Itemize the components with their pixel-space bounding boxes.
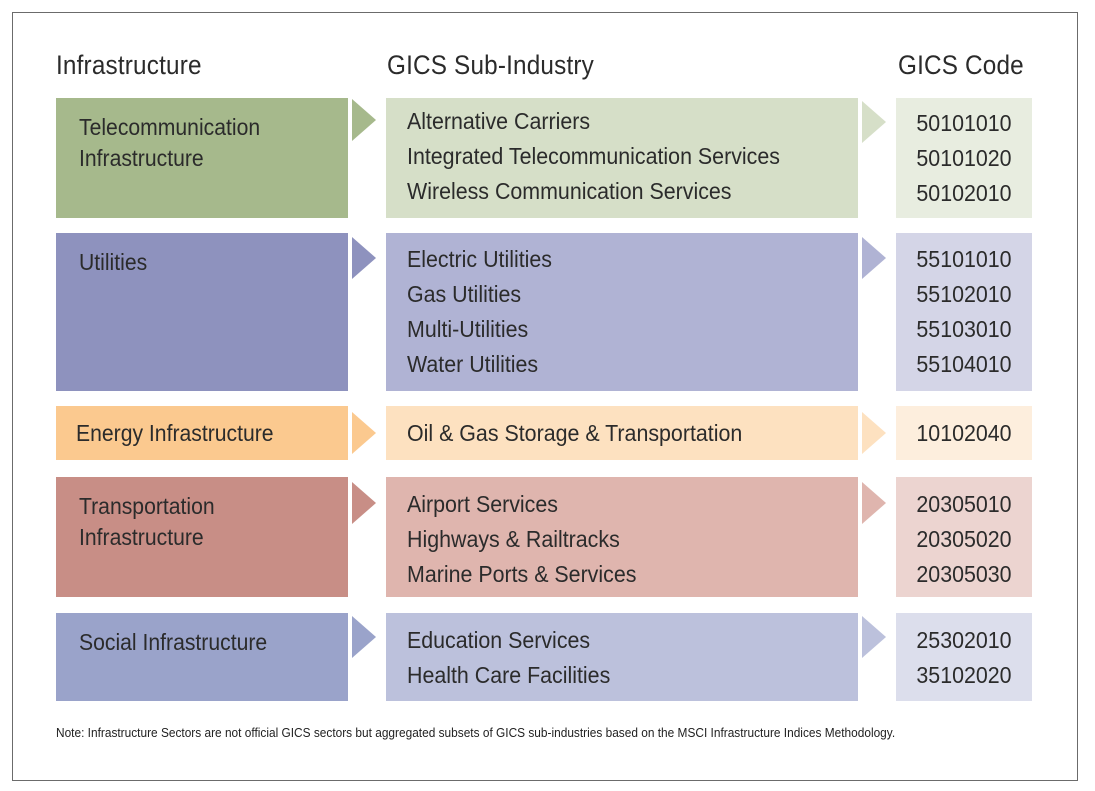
gics-code: 55104010 (916, 351, 1012, 377)
sector-label-line: Telecommunication (79, 114, 261, 140)
arrow-sector-to-sub (352, 237, 376, 279)
sector-row-transportation: Transportation Infrastructure Airport Se… (0, 477, 1095, 597)
sub-industry-item: Integrated Telecommunication Services (407, 143, 780, 169)
sector-label: Transportation Infrastructure (79, 491, 215, 553)
gics-code: 35102020 (916, 662, 1012, 688)
sector-label-line: Transportation (79, 493, 215, 519)
sector-label-line: Social Infrastructure (79, 629, 268, 655)
sector-box: Telecommunication Infrastructure (56, 98, 348, 218)
arrow-sub-to-code (862, 237, 886, 279)
gics-code: 55102010 (916, 281, 1012, 307)
gics-code: 20305020 (916, 526, 1012, 552)
sub-industry-item: Oil & Gas Storage & Transportation (407, 420, 743, 446)
sub-industry-item: Highways & Railtracks (407, 526, 620, 552)
sector-label-line: Utilities (79, 249, 148, 275)
arrow-sector-to-sub (352, 412, 376, 454)
gics-code: 10102040 (916, 420, 1012, 446)
gics-code: 55101010 (916, 246, 1012, 272)
sub-industry-item: Gas Utilities (407, 281, 522, 307)
sector-row-social: Social Infrastructure Education Services… (0, 613, 1095, 701)
code-box: 25302010 35102020 (896, 613, 1032, 701)
sector-label-line: Infrastructure (79, 145, 204, 171)
sector-label-line: Infrastructure (79, 524, 204, 550)
arrow-sub-to-code (862, 412, 886, 454)
arrow-sector-to-sub (352, 616, 376, 658)
sub-industry-item: Wireless Communication Services (407, 178, 732, 204)
sub-industry-box: Alternative Carriers Integrated Telecomm… (386, 98, 858, 218)
code-box: 10102040 (896, 406, 1032, 460)
arrow-sub-to-code (862, 101, 886, 143)
header-gics-sub-industry: GICS Sub-Industry (387, 50, 594, 80)
gics-code: 20305010 (916, 491, 1012, 517)
footnote: Note: Infrastructure Sectors are not off… (56, 726, 896, 740)
arrow-sector-to-sub (352, 482, 376, 524)
sub-industry-item: Airport Services (407, 491, 558, 517)
sector-box: Social Infrastructure (56, 613, 348, 701)
gics-code: 25302010 (916, 627, 1012, 653)
gics-code: 20305030 (916, 561, 1012, 587)
sector-label-line: Energy Infrastructure (76, 420, 274, 446)
gics-code: 50102010 (916, 180, 1012, 206)
sub-industry-item: Marine Ports & Services (407, 561, 637, 587)
arrow-sub-to-code (862, 482, 886, 524)
arrow-sector-to-sub (352, 99, 376, 141)
sub-industry-item: Alternative Carriers (407, 108, 591, 134)
sub-industry-item: Education Services (407, 627, 591, 653)
code-box: 50101010 50101020 50102010 (896, 98, 1032, 218)
header-infrastructure: Infrastructure (56, 50, 202, 80)
sector-box: Transportation Infrastructure (56, 477, 348, 597)
sector-row-energy: Energy Infrastructure Oil & Gas Storage … (0, 406, 1095, 460)
sector-box: Utilities (56, 233, 348, 391)
sector-label: Telecommunication Infrastructure (79, 112, 260, 174)
diagram-frame (12, 12, 1078, 781)
sector-label: Energy Infrastructure (76, 418, 274, 449)
sub-industry-box: Oil & Gas Storage & Transportation (386, 406, 858, 460)
code-box: 55101010 55102010 55103010 55104010 (896, 233, 1032, 391)
sub-industry-box: Airport Services Highways & Railtracks M… (386, 477, 858, 597)
sub-industry-item: Health Care Facilities (407, 662, 611, 688)
sub-industry-item: Water Utilities (407, 351, 539, 377)
gics-code: 50101020 (916, 145, 1012, 171)
sector-box: Energy Infrastructure (56, 406, 348, 460)
sector-row-utilities: Utilities Electric Utilities Gas Utiliti… (0, 233, 1095, 391)
header-gics-code: GICS Code (898, 50, 1024, 80)
sub-industry-box: Education Services Health Care Facilitie… (386, 613, 858, 701)
sector-label: Utilities (79, 247, 147, 278)
gics-code: 50101010 (916, 110, 1012, 136)
code-box: 20305010 20305020 20305030 (896, 477, 1032, 597)
sub-industry-item: Electric Utilities (407, 246, 553, 272)
sector-row-telecommunication: Telecommunication Infrastructure Alterna… (0, 98, 1095, 218)
sub-industry-box: Electric Utilities Gas Utilities Multi-U… (386, 233, 858, 391)
gics-code: 55103010 (916, 316, 1012, 342)
sub-industry-item: Multi-Utilities (407, 316, 529, 342)
sector-label: Social Infrastructure (79, 627, 267, 658)
arrow-sub-to-code (862, 616, 886, 658)
